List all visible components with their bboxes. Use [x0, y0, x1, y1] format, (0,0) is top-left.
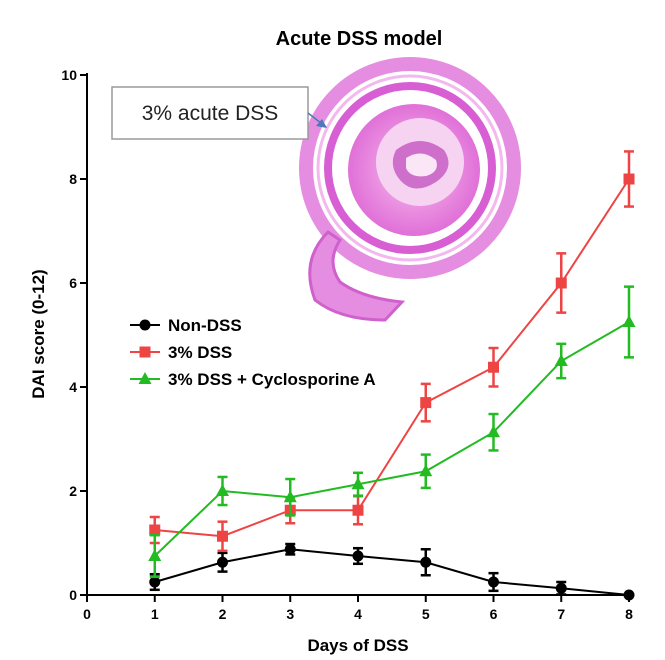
- x-tick-label: 5: [422, 606, 430, 622]
- legend-marker: [139, 346, 151, 358]
- data-point: [148, 549, 162, 561]
- series-line: [154, 178, 630, 538]
- data-point: [284, 543, 296, 555]
- histology-image: [299, 57, 521, 322]
- x-tick-label: 1: [151, 606, 159, 622]
- x-axis-label: Days of DSS: [307, 636, 408, 655]
- series-1: [149, 542, 635, 601]
- legend-item: 3% DSS: [130, 343, 232, 362]
- legend-label: 3% DSS + Cyclosporine A: [168, 370, 376, 389]
- y-axis-label: DAI score (0-12): [29, 269, 48, 398]
- y-tick-label: 2: [69, 483, 77, 499]
- data-point: [351, 477, 365, 490]
- y-tick-label: 4: [69, 379, 77, 395]
- series-3: [148, 285, 636, 579]
- plot-series: [148, 150, 636, 601]
- data-point: [554, 354, 568, 366]
- data-point: [488, 576, 499, 588]
- x-tick-label: 7: [557, 606, 565, 622]
- data-point: [216, 484, 229, 496]
- data-point: [622, 315, 636, 327]
- data-point: [555, 277, 567, 289]
- y-ticks: 0 2 4 6 8 10: [61, 67, 87, 603]
- data-point: [623, 173, 635, 185]
- series-line: [154, 548, 630, 596]
- legend-label: Non-DSS: [168, 316, 242, 335]
- y-tick-label: 10: [61, 67, 77, 83]
- y-tick-label: 6: [69, 275, 77, 291]
- x-tick-label: 8: [625, 606, 633, 622]
- data-point: [352, 550, 364, 562]
- legend-item: 3% DSS + Cyclosporine A: [130, 370, 376, 389]
- data-point: [217, 530, 228, 542]
- legend: Non-DSS 3% DSS 3% DSS + Cyclosporine A: [130, 316, 376, 389]
- chart-title: Acute DSS model: [276, 28, 443, 50]
- series-line: [154, 321, 630, 557]
- data-point: [487, 425, 500, 438]
- x-tick-label: 0: [83, 606, 91, 622]
- x-tick-label: 4: [354, 606, 362, 622]
- x-tick-label: 3: [286, 606, 294, 622]
- y-tick-label: 8: [69, 171, 77, 187]
- data-point: [217, 556, 228, 568]
- data-point: [623, 589, 635, 601]
- data-point: [149, 576, 161, 588]
- data-point: [352, 504, 364, 516]
- legend-item: Non-DSS: [130, 316, 242, 335]
- legend-marker: [139, 319, 151, 331]
- data-point: [149, 524, 161, 536]
- x-ticks: 0 1 2 3 4 5 6 7 8: [83, 595, 633, 622]
- data-point: [419, 464, 433, 477]
- x-tick-label: 2: [219, 606, 227, 622]
- data-point: [420, 556, 432, 568]
- legend-marker: [138, 372, 152, 384]
- data-point: [420, 397, 432, 409]
- data-point: [488, 361, 499, 373]
- annotation-text: 3% acute DSS: [142, 102, 279, 125]
- x-tick-label: 6: [490, 606, 498, 622]
- y-tick-label: 0: [69, 587, 77, 603]
- annotation-callout: 3% acute DSS: [111, 86, 327, 140]
- data-point: [283, 490, 297, 503]
- legend-label: 3% DSS: [168, 343, 232, 362]
- data-point: [555, 582, 567, 594]
